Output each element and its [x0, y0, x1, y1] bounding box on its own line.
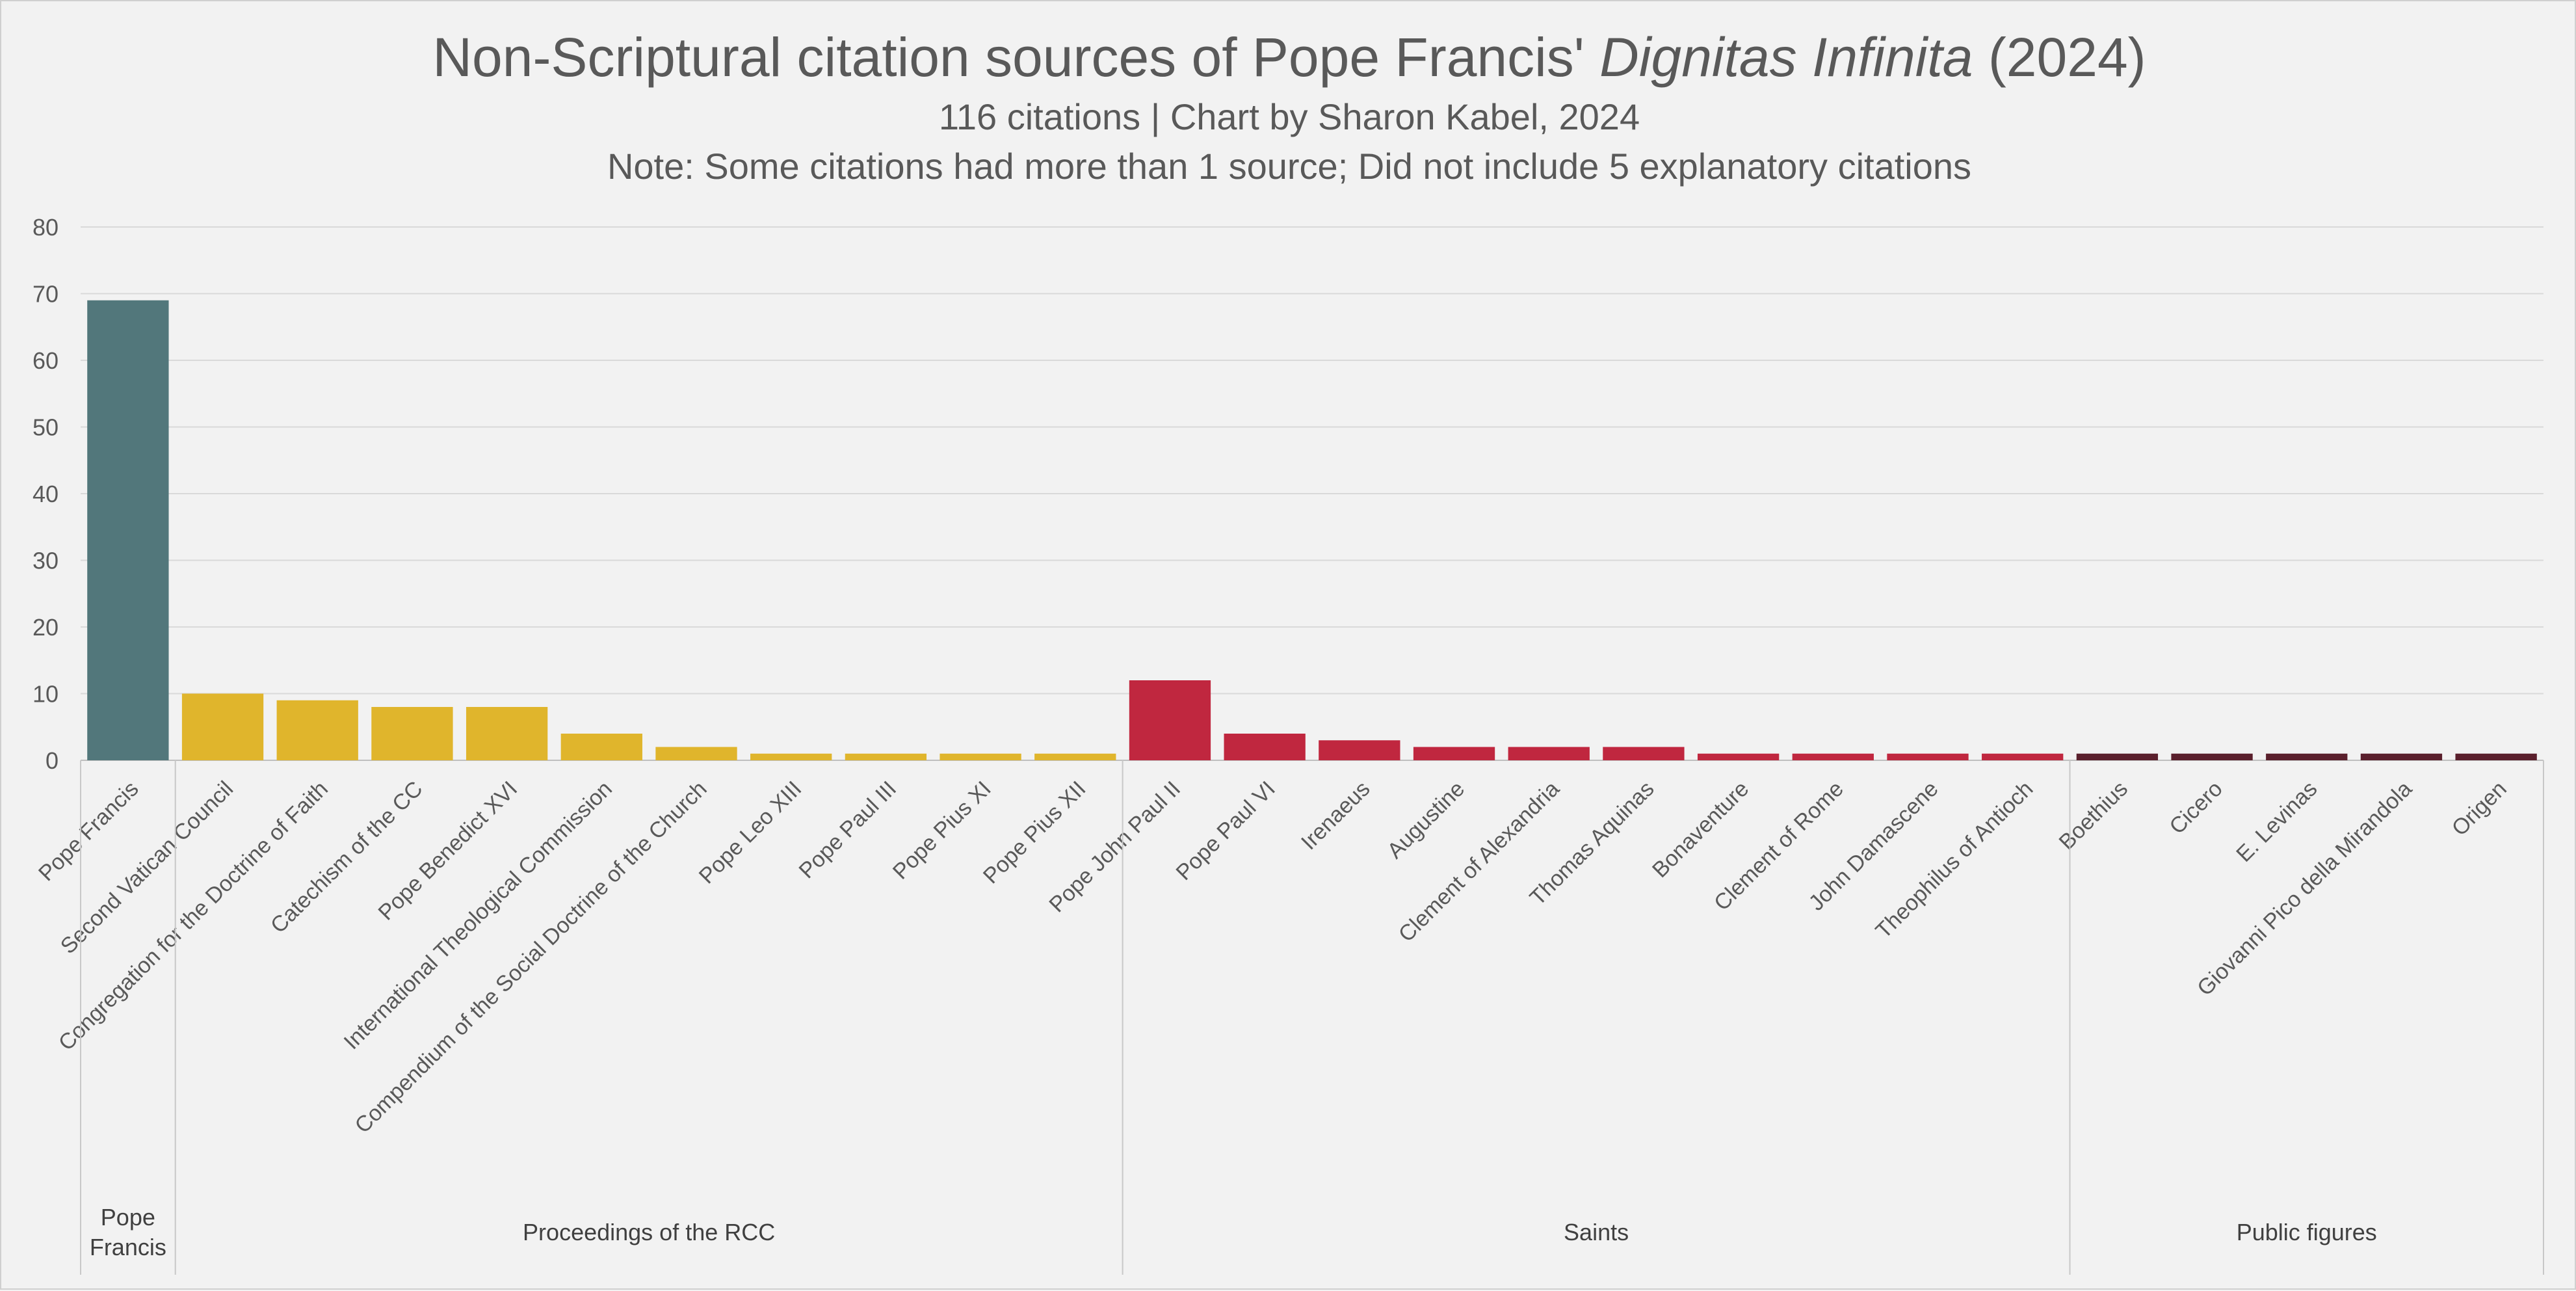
bar [87, 300, 169, 760]
bar [1887, 753, 1969, 760]
bar [1319, 740, 1400, 760]
bar [1413, 747, 1495, 760]
category-label: Origen [2447, 777, 2512, 841]
bar [1697, 753, 1780, 760]
category-label: Pope Pius XI [888, 777, 996, 885]
y-tick-label: 0 [46, 747, 59, 774]
bar [1508, 747, 1590, 760]
category-label: Compendium of the Social Doctrine of the… [350, 777, 712, 1138]
group-label: Saints [1564, 1219, 1629, 1245]
category-label: Clement of Alexandria [1394, 777, 1564, 947]
category-label: Pope Paul VI [1172, 777, 1280, 885]
group-label: Proceedings of the RCC [523, 1219, 775, 1245]
bar [2171, 753, 2253, 760]
bar [940, 753, 1021, 760]
bar [2360, 753, 2443, 760]
category-label: Cicero [2164, 777, 2227, 839]
bar [181, 693, 264, 760]
y-tick-label: 30 [33, 548, 59, 574]
bar [1129, 680, 1211, 760]
bar [1034, 753, 1116, 760]
bars [87, 300, 2537, 760]
y-tick-label: 20 [33, 614, 59, 641]
chart-title-plain: Non-Scriptural citation sources of Pope … [432, 27, 1599, 88]
category-label: Augustine [1382, 777, 1469, 864]
chart-title-suffix: (2024) [1973, 27, 2146, 88]
y-tick-label: 10 [33, 681, 59, 708]
bar [466, 707, 548, 760]
bar [371, 707, 453, 760]
group-label: Francis [90, 1234, 166, 1260]
bar [1792, 753, 1874, 760]
group-labels: Pope Francis Proceedings of the RCC Saints P… [80, 760, 2544, 1275]
chart-title-italic: Dignitas Infinita [1599, 27, 1973, 88]
category-label: Catechism of the CC [266, 777, 428, 938]
bar [2076, 753, 2159, 760]
bar [560, 734, 642, 760]
bar [845, 753, 927, 760]
y-tick-label: 60 [33, 347, 59, 374]
chart-note: Note: Some citations had more than 1 sou… [607, 146, 1971, 187]
gridlines [81, 226, 2543, 761]
category-label: Pope Paul III [795, 777, 902, 884]
category-label: E. Levinas [2231, 777, 2322, 867]
chart-subtitle: 116 citations | Chart by Sharon Kabel, 2… [939, 96, 1640, 137]
category-label: Irenaeus [1296, 777, 1374, 855]
category-label: Bonaventure [1648, 777, 1754, 883]
category-label: Theophilus of Antioch [1871, 777, 2038, 944]
y-tick-label: 80 [33, 214, 59, 241]
bar [750, 753, 832, 760]
y-tick-label: 70 [33, 281, 59, 308]
bar [1982, 753, 2064, 760]
bar [1603, 747, 1685, 760]
bar [276, 700, 358, 760]
y-tick-label: 50 [33, 414, 59, 441]
category-label: Second Vatican Council [56, 777, 238, 959]
group-label: Pope [101, 1204, 155, 1231]
bar [1224, 734, 1306, 760]
y-axis-ticks: 0 10 20 30 40 50 60 70 80 [33, 214, 59, 774]
bar [2455, 753, 2537, 760]
category-label: Boethius [2055, 777, 2133, 855]
bar [2266, 753, 2348, 760]
y-tick-label: 40 [33, 481, 59, 507]
chart-title: Non-Scriptural citation sources of Pope … [432, 27, 2146, 88]
group-label: Public figures [2237, 1219, 2377, 1245]
bar [655, 747, 737, 760]
